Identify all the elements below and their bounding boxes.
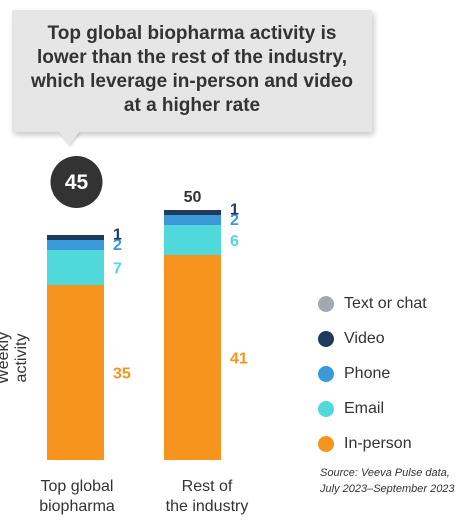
legend-item-email: Email [318, 391, 427, 426]
legend-swatch-text-or-chat [318, 295, 334, 312]
legend-label-video: Video [344, 329, 385, 347]
legend-swatch-phone [318, 365, 334, 382]
value-label-phone-rest-of-the-industry: 2 [230, 212, 239, 229]
legend-swatch-video [318, 330, 334, 347]
category-label-rest-of-industry: Rest of the industry [165, 478, 249, 515]
value-label-video-rest-of-the-industry: 1 [230, 202, 239, 219]
bar-email-rest-of-the-industry [164, 225, 221, 255]
legend-swatch-in-person [318, 435, 334, 452]
legend-item-text-or-chat: Text or chat [318, 286, 427, 321]
legend-item-in-person: In-person [318, 426, 427, 461]
title-callout: Top global biopharma activity is lower t… [12, 10, 372, 132]
legend-item-video: Video [318, 321, 427, 356]
source-note: Source: Veeva Pulse data, July 2023–Sept… [320, 467, 455, 495]
y-axis-label: Weekly activity [0, 331, 30, 385]
total-label-top-global-biopharma: 45 [65, 171, 89, 194]
total-label-rest-of-the-industry: 50 [184, 189, 202, 206]
value-label-email-rest-of-the-industry: 6 [230, 233, 239, 250]
total-badge-top-global-biopharma [50, 156, 103, 208]
legend-label-phone: Phone [344, 364, 391, 382]
legend-label-email: Email [344, 399, 385, 417]
legend: Text or chat Video Phone Email In-person [318, 286, 427, 461]
legend-label-text-or-chat: Text or chat [344, 294, 427, 312]
legend-swatch-email [318, 400, 334, 417]
bar-in-person-top-global-biopharma [47, 285, 104, 460]
bar-video-top-global-biopharma [47, 235, 104, 240]
bar-email-top-global-biopharma [47, 250, 104, 285]
value-label-video-top-global-biopharma: 1 [113, 227, 122, 244]
value-label-email-top-global-biopharma: 7 [113, 261, 122, 278]
value-label-in-person-top-global-biopharma: 35 [113, 366, 131, 383]
value-label-phone-top-global-biopharma: 2 [113, 237, 122, 254]
legend-item-phone: Phone [318, 356, 427, 391]
value-label-in-person-rest-of-the-industry: 41 [230, 351, 248, 368]
bar-phone-rest-of-the-industry [164, 215, 221, 225]
legend-label-in-person: In-person [344, 434, 412, 452]
callout-pointer [58, 131, 80, 145]
bar-phone-top-global-biopharma [47, 240, 104, 250]
bar-video-rest-of-the-industry [164, 210, 221, 215]
chart-title: Top global biopharma activity is lower t… [30, 23, 354, 116]
bar-in-person-rest-of-the-industry [164, 255, 221, 460]
category-label-top-global-biopharma: Top global biopharma [39, 478, 115, 515]
